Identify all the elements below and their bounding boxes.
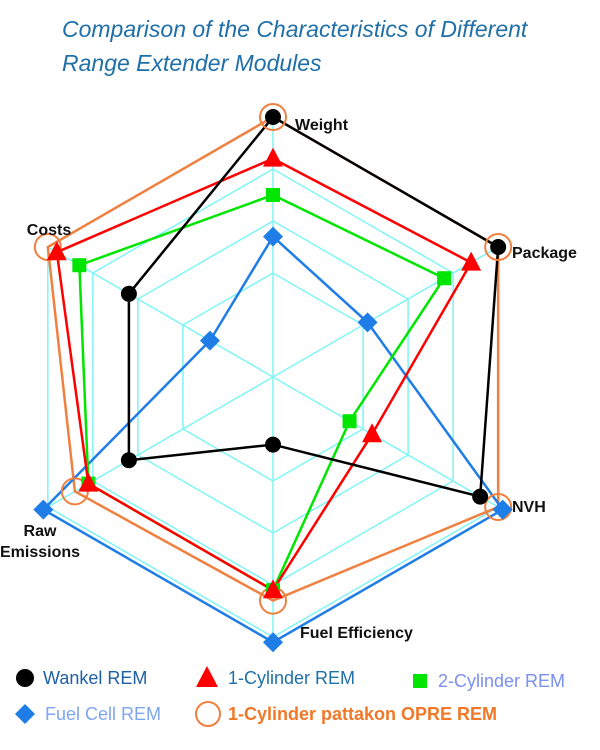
axis-label-1: Weight (295, 117, 349, 134)
data-point-s5-1 (259, 103, 287, 131)
legend-label-1: Wankel REM (43, 668, 147, 688)
series-line-2 (55, 157, 473, 592)
data-point-s5-2 (484, 233, 513, 261)
data-point-s4-2 (357, 312, 378, 333)
data-point-s5-3 (484, 493, 513, 521)
legend-marker-1 (16, 669, 34, 687)
data-point-s1-3 (472, 488, 489, 505)
legend-label-2: 1-Cylinder REM (228, 668, 355, 688)
data-point-s1-2 (490, 239, 507, 255)
chart-title-line-1: Comparison of the Characteristics of Dif… (62, 16, 528, 42)
data-point-s1-6 (120, 285, 137, 302)
legend-marker-2 (196, 666, 218, 687)
legend-marker-4 (15, 704, 35, 724)
data-point-s3-6 (72, 258, 87, 273)
axis-label-6: Costs (27, 222, 72, 239)
data-point-s2-6 (46, 241, 67, 261)
axis-label-2: Package (512, 245, 577, 262)
data-point-s2-5 (78, 472, 99, 492)
data-point-s2-3 (362, 423, 383, 443)
data-point-s1-1 (265, 109, 281, 125)
series-line-1 (127, 115, 500, 499)
axis-label-3: NVH (512, 499, 546, 516)
data-point-s3-2 (437, 271, 452, 286)
data-point-s4-3 (492, 499, 513, 520)
data-point-s4-1 (263, 226, 283, 247)
grid-spoke-3 (272, 376, 499, 508)
data-point-s4-6 (199, 330, 220, 351)
data-point-s3-1 (266, 188, 280, 202)
axis-label-4: Fuel Efficiency (300, 625, 413, 642)
axis-label-5: Raw Emissions (0, 523, 80, 561)
data-point-s4-5 (33, 499, 54, 520)
legend-label-3: 2-Cylinder REM (438, 671, 565, 691)
chart-title-line-2: Range Extender Modules (62, 50, 322, 76)
legend-label-4: Fuel Cell REM (45, 704, 161, 724)
data-point-s2-1 (263, 147, 283, 167)
data-point-s3-3 (342, 414, 357, 429)
data-point-s4-4 (263, 632, 283, 653)
legend-label-5: 1-Cylinder pattakon OPRE REM (228, 704, 497, 724)
chart-title: Comparison of the Characteristics of Dif… (62, 12, 582, 80)
data-point-s1-5 (120, 452, 137, 469)
data-point-s1-4 (265, 436, 281, 453)
data-point-s2-2 (461, 251, 482, 271)
data-point-s2-4 (263, 579, 283, 599)
grid-spoke-2 (272, 246, 499, 378)
legend-marker-3 (413, 674, 427, 688)
legend-marker-5 (195, 701, 221, 727)
